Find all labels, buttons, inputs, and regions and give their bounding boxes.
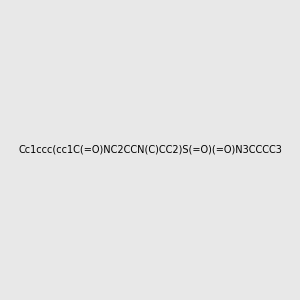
Text: Cc1ccc(cc1C(=O)NC2CCN(C)CC2)S(=O)(=O)N3CCCC3: Cc1ccc(cc1C(=O)NC2CCN(C)CC2)S(=O)(=O)N3C… <box>18 145 282 155</box>
